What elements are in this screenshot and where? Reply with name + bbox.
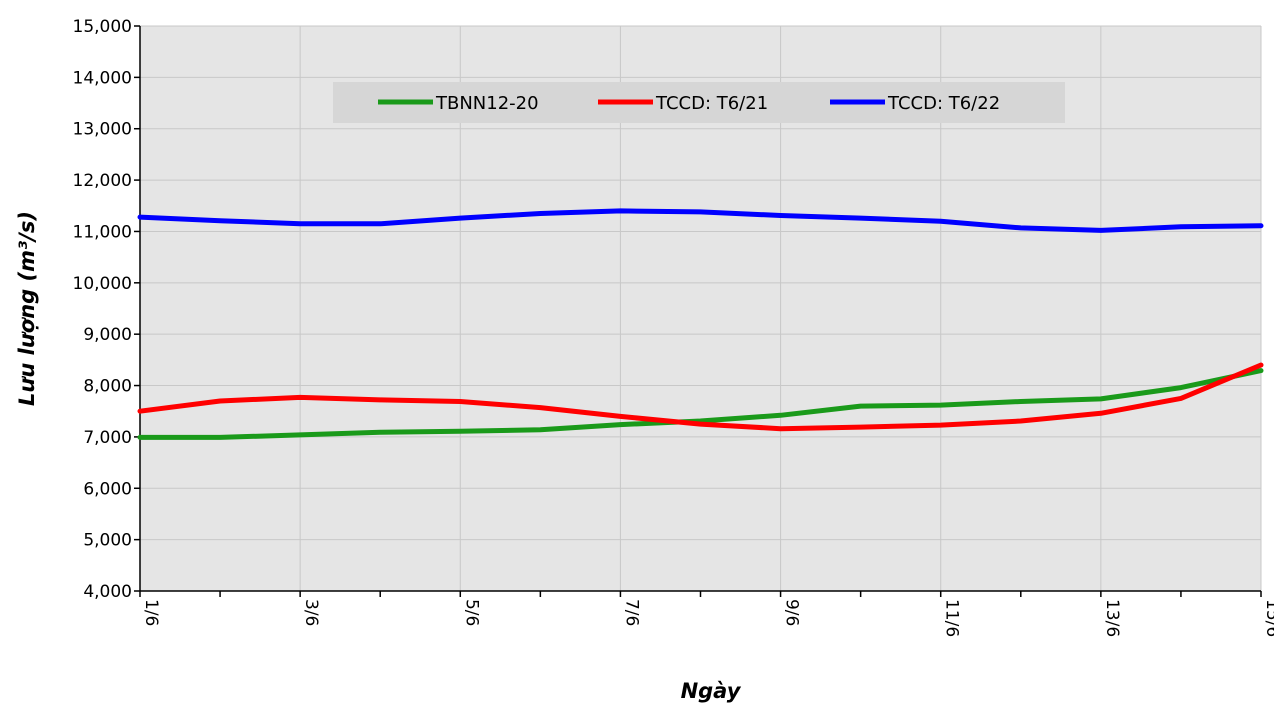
x-tick-label: 11/6 xyxy=(942,599,962,637)
x-tick-label: 13/6 xyxy=(1102,599,1122,637)
legend-background xyxy=(333,82,1065,123)
x-tick-label: 1/6 xyxy=(141,599,161,626)
series-line xyxy=(137,362,1264,432)
series-line xyxy=(137,208,1264,233)
y-tick-label: 10,000 xyxy=(73,274,132,294)
series-line xyxy=(137,368,1264,440)
y-axis-title: Lưu lượng (m³/s) xyxy=(15,211,39,406)
legend-label: TCCD: T6/21 xyxy=(655,93,768,114)
legend-label: TCCD: T6/22 xyxy=(887,93,1000,114)
y-tick-label: 14,000 xyxy=(73,68,132,88)
x-tick-label: 15/6 xyxy=(1262,599,1274,637)
x-tick-label: 3/6 xyxy=(301,599,321,626)
legend: TBNN12-20 TCCD: T6/21 TCCD: T6/22 xyxy=(333,82,1065,123)
gridlines xyxy=(139,25,1262,592)
x-tick-label: 9/6 xyxy=(782,599,802,626)
y-tick-label: 7,000 xyxy=(83,428,132,448)
axes: 4,000 5,000 6,000 7,000 8,000 9,000 10,000 11,0… xyxy=(73,17,1274,637)
y-tick-label: 5,000 xyxy=(83,531,132,551)
x-tick-label: 5/6 xyxy=(461,599,481,626)
y-tick-label: 13,000 xyxy=(73,120,132,140)
y-tick-label: 4,000 xyxy=(83,582,132,602)
legend-label: TBNN12-20 xyxy=(435,93,539,114)
y-tick-label: 8,000 xyxy=(83,377,132,397)
y-tick-label: 6,000 xyxy=(83,479,132,499)
y-tick-label: 9,000 xyxy=(83,325,132,345)
x-tick-label: 7/6 xyxy=(621,599,641,626)
y-tick-label: 12,000 xyxy=(73,171,132,191)
y-tick-label: 11,000 xyxy=(73,222,132,242)
series-lines xyxy=(137,208,1264,440)
y-tick-label: 15,000 xyxy=(73,17,132,37)
x-axis-title: Ngày xyxy=(681,679,742,703)
